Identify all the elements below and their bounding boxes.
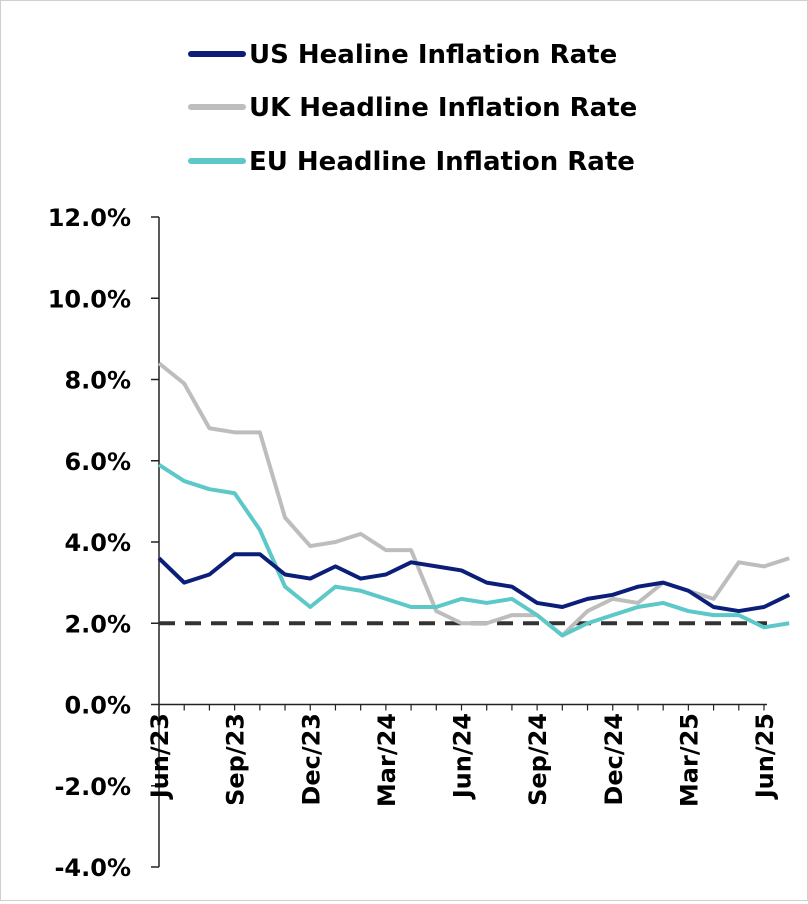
- y-tick-label: 10.0%: [48, 285, 131, 313]
- x-tick-label: Jun/24: [449, 713, 477, 800]
- x-tick-label: Jun/25: [751, 713, 779, 800]
- y-tick-label: -2.0%: [54, 773, 131, 801]
- legend-label-uk: UK Headline Inflation Rate: [249, 93, 637, 123]
- x-tick-label: Jun/23: [146, 713, 174, 800]
- series-line-us: [157, 552, 791, 614]
- x-tick-label: Mar/25: [675, 713, 703, 807]
- y-tick-label: 6.0%: [64, 448, 131, 476]
- y-tick-label: 2.0%: [64, 610, 131, 638]
- y-tick-label: 12.0%: [48, 204, 131, 232]
- y-tick-label: 4.0%: [64, 529, 131, 557]
- legend-label-us: US Healine Inflation Rate: [249, 40, 617, 70]
- legend: US Healine Inflation Rate UK Headline In…: [188, 40, 637, 177]
- x-tick-label: Dec/23: [297, 713, 325, 806]
- series-line-eu: [157, 463, 790, 638]
- y-tick-label: 0.0%: [64, 692, 131, 720]
- x-tick-label: Mar/24: [373, 713, 401, 807]
- y-tick-labels: -4.0% -2.0% 0.0% 2.0% 4.0% 6.0% 8.0% 10.0% 12.0%: [48, 204, 131, 882]
- axes: [151, 216, 767, 868]
- legend-label-eu: EU Headline Inflation Rate: [249, 147, 635, 177]
- x-tick-label: Sep/24: [524, 713, 552, 806]
- y-tick-label: -4.0%: [54, 854, 131, 882]
- x-tick-label: Sep/23: [222, 713, 250, 806]
- x-tick-labels: Jun/23 Sep/23 Dec/23 Mar/24 Jun/24 Sep/24 Dec/…: [146, 713, 779, 807]
- y-tick-label: 8.0%: [64, 367, 131, 395]
- x-tick-label: Dec/24: [600, 713, 628, 806]
- series-lines: [157, 361, 791, 638]
